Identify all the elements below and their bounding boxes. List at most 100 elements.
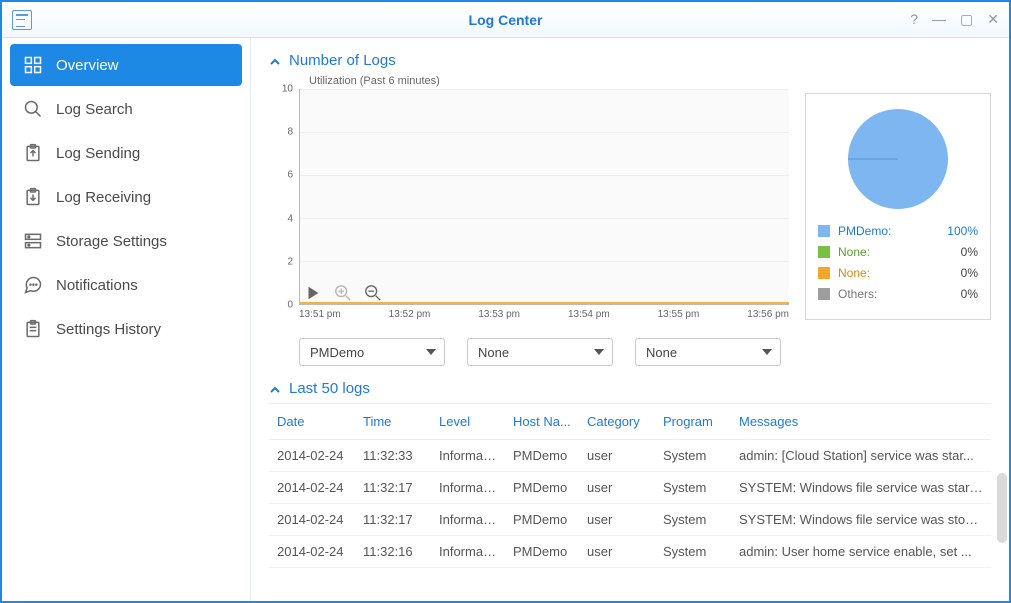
cell-category: user xyxy=(579,440,655,472)
titlebar: Log Center ? — ▢ ✕ xyxy=(2,2,1009,38)
ytick: 10 xyxy=(269,84,293,95)
xtick: 13:52 pm xyxy=(389,309,431,320)
legend-swatch xyxy=(818,225,830,237)
scrollbar[interactable] xyxy=(997,473,1007,543)
cell-time: 11:32:17 xyxy=(355,504,431,536)
maximize-icon[interactable]: ▢ xyxy=(960,11,973,28)
cell-date: 2014-02-24 xyxy=(269,440,355,472)
table-row[interactable]: 2014-02-2411:32:17Informat...PMDemouserS… xyxy=(269,504,991,536)
chart-area: 10 8 6 4 2 0 xyxy=(269,89,789,305)
section-toggle-numlogs[interactable]: Number of Logs xyxy=(251,44,1009,75)
legend-row: PMDemo: 100% xyxy=(818,224,978,238)
app-window: Log Center ? — ▢ ✕ Overview Log Search xyxy=(0,0,1011,603)
sidebar-item-overview[interactable]: Overview xyxy=(10,44,242,86)
minimize-icon[interactable]: — xyxy=(932,11,946,28)
cell-program: System xyxy=(655,504,731,536)
sidebar-item-log-sending[interactable]: Log Sending xyxy=(10,132,242,174)
sidebar-item-log-search[interactable]: Log Search xyxy=(10,88,242,130)
table-row[interactable]: 2014-02-2411:32:17Informat...PMDemouserS… xyxy=(269,472,991,504)
sidebar-item-label: Log Search xyxy=(56,101,133,118)
pie-chart xyxy=(843,104,953,214)
play-icon[interactable] xyxy=(303,283,323,303)
cell-message: admin: User home service enable, set ... xyxy=(731,536,991,568)
xtick: 13:51 pm xyxy=(299,309,341,320)
zoom-out-icon[interactable] xyxy=(363,283,383,303)
close-icon[interactable]: ✕ xyxy=(987,11,999,28)
caret-down-icon xyxy=(426,349,436,355)
col-date[interactable]: Date xyxy=(269,404,355,440)
cell-program: System xyxy=(655,440,731,472)
caret-down-icon xyxy=(594,349,604,355)
sidebar: Overview Log Search Log Sending Log Rece… xyxy=(2,38,250,601)
cell-time: 11:32:17 xyxy=(355,472,431,504)
col-program[interactable]: Program xyxy=(655,404,731,440)
chart-title: Utilization (Past 6 minutes) xyxy=(269,75,789,89)
cell-level: Informat... xyxy=(431,536,505,568)
xtick: 13:55 pm xyxy=(658,309,700,320)
legend-swatch xyxy=(818,246,830,258)
col-level[interactable]: Level xyxy=(431,404,505,440)
window-title: Log Center xyxy=(2,12,1009,28)
col-time[interactable]: Time xyxy=(355,404,431,440)
table-header-row: Date Time Level Host Na... Category Prog… xyxy=(269,404,991,440)
cell-category: user xyxy=(579,472,655,504)
cell-program: System xyxy=(655,536,731,568)
storage-icon xyxy=(22,230,44,252)
select-value: PMDemo xyxy=(310,345,364,360)
ytick: 6 xyxy=(269,170,293,181)
cell-host: PMDemo xyxy=(505,440,579,472)
cell-message: SYSTEM: Windows file service was start..… xyxy=(731,472,991,504)
xtick: 13:56 pm xyxy=(747,309,789,320)
xtick: 13:54 pm xyxy=(568,309,610,320)
clipboard-down-icon xyxy=(22,186,44,208)
cell-level: Informat... xyxy=(431,472,505,504)
sidebar-item-label: Log Sending xyxy=(56,145,140,162)
section-title: Last 50 logs xyxy=(289,380,370,397)
sidebar-item-storage-settings[interactable]: Storage Settings xyxy=(10,220,242,262)
chevron-up-icon xyxy=(269,383,281,395)
chart-plot xyxy=(299,89,789,305)
legend-swatch xyxy=(818,288,830,300)
filter-select-1[interactable]: PMDemo xyxy=(299,338,445,366)
sidebar-item-label: Storage Settings xyxy=(56,233,167,250)
cell-category: user xyxy=(579,504,655,536)
pie-legend: PMDemo: 100% None: 0% None: 0% xyxy=(818,224,978,301)
main-panel: Number of Logs Utilization (Past 6 minut… xyxy=(250,38,1009,601)
app-icon xyxy=(12,10,32,30)
xtick: 13:53 pm xyxy=(478,309,520,320)
col-messages[interactable]: Messages xyxy=(731,404,991,440)
sidebar-item-notifications[interactable]: Notifications xyxy=(10,264,242,306)
sidebar-item-log-receiving[interactable]: Log Receiving xyxy=(10,176,242,218)
select-value: None xyxy=(478,345,509,360)
search-icon xyxy=(22,98,44,120)
chat-icon xyxy=(22,274,44,296)
chart-controls xyxy=(303,283,383,303)
utilization-chart: Utilization (Past 6 minutes) 10 8 6 xyxy=(269,75,789,320)
table-row[interactable]: 2014-02-2411:32:33Informat...PMDemouserS… xyxy=(269,440,991,472)
chevron-up-icon xyxy=(269,55,281,67)
filter-selectors: PMDemo None None xyxy=(251,328,1009,372)
help-icon[interactable]: ? xyxy=(910,11,918,28)
sidebar-item-label: Settings History xyxy=(56,321,161,338)
ytick: 2 xyxy=(269,256,293,267)
xticks: 13:51 pm 13:52 pm 13:53 pm 13:54 pm 13:5… xyxy=(269,305,789,320)
cell-time: 11:32:33 xyxy=(355,440,431,472)
sidebar-item-label: Overview xyxy=(56,57,119,74)
pie-legend-box: PMDemo: 100% None: 0% None: 0% xyxy=(805,93,991,320)
legend-label: PMDemo: xyxy=(838,224,939,238)
col-host[interactable]: Host Na... xyxy=(505,404,579,440)
filter-select-3[interactable]: None xyxy=(635,338,781,366)
filter-select-2[interactable]: None xyxy=(467,338,613,366)
legend-label: None: xyxy=(838,245,953,259)
table-row[interactable]: 2014-02-2411:32:16Informat...PMDemouserS… xyxy=(269,536,991,568)
cell-level: Informat... xyxy=(431,440,505,472)
clipboard-up-icon xyxy=(22,142,44,164)
zoom-in-icon[interactable] xyxy=(333,283,353,303)
legend-row: Others: 0% xyxy=(818,287,978,301)
sidebar-item-settings-history[interactable]: Settings History xyxy=(10,308,242,350)
cell-date: 2014-02-24 xyxy=(269,504,355,536)
log-table-wrap: Date Time Level Host Na... Category Prog… xyxy=(251,403,1009,601)
section-toggle-last50[interactable]: Last 50 logs xyxy=(251,372,1009,403)
col-category[interactable]: Category xyxy=(579,404,655,440)
legend-row: None: 0% xyxy=(818,245,978,259)
